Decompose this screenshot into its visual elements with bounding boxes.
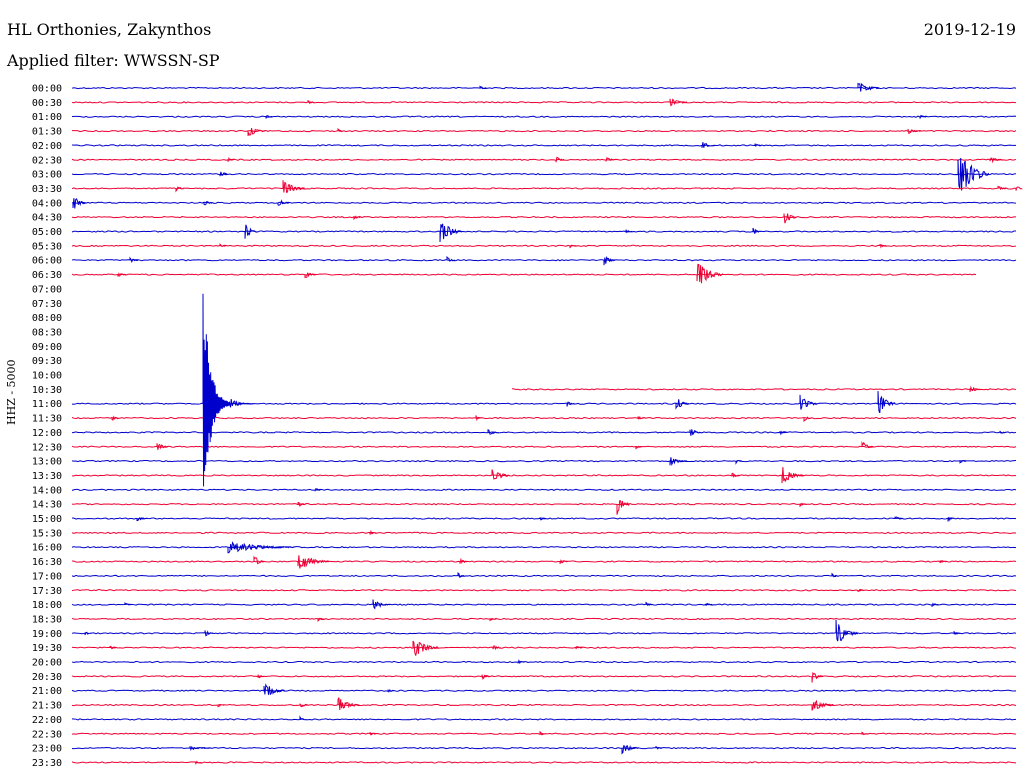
time-label: 00:00 [32,84,62,95]
trace-line [71,572,1017,578]
time-label: 07:00 [32,284,62,295]
time-label: 04:30 [32,213,62,224]
trace-line [71,213,1017,224]
trace-line [71,599,1017,610]
trace-line [71,516,1017,522]
time-label: 05:30 [32,241,62,252]
time-label: 01:30 [32,127,62,138]
time-label: 13:30 [32,471,62,482]
time-label: 15:00 [32,514,62,525]
trace-line [71,640,1017,656]
time-label: 02:00 [32,141,62,152]
time-label: 23:00 [32,744,62,755]
time-label: 02:30 [32,155,62,166]
trace-line [71,659,1017,665]
trace-line [71,429,1017,436]
trace-line [71,391,1017,414]
trace-line [71,142,1017,148]
trace-line [71,617,1017,622]
trace-line [71,589,1017,592]
time-label: 14:00 [32,485,62,496]
trace-line [71,500,1017,515]
trace-line [71,488,1017,492]
trace-line [71,82,1017,92]
time-label: 05:00 [32,227,62,238]
time-label: 19:00 [32,629,62,640]
time-label: 09:00 [32,342,62,353]
trace-line [71,441,1017,450]
trace-line [71,223,1017,243]
trace-line [71,158,1017,191]
filter-label: Applied filter: WWSSN-SP [7,51,220,70]
time-label: 08:30 [32,327,62,338]
station-title: HL Orthonies, Zakynthos [7,20,212,39]
trace-line [71,263,977,284]
date-label: 2019-12-19 [923,20,1016,39]
time-label: 18:30 [32,614,62,625]
time-label: 17:30 [32,586,62,597]
time-label: 14:30 [32,500,62,511]
trace-line [71,529,1017,535]
trace-line [71,243,1017,249]
trace-line [71,541,1017,554]
trace-line [71,697,1017,711]
time-label: 22:00 [32,715,62,726]
time-label: 10:30 [32,385,62,396]
trace-line [71,683,1017,696]
time-label: 03:30 [32,184,62,195]
trace-line [511,385,1017,393]
time-label: 16:00 [32,543,62,554]
trace-line [71,114,1017,119]
trace-line [71,619,1017,642]
trace-line [71,127,1017,136]
trace-line [71,730,1017,736]
time-label: 10:00 [32,371,62,382]
time-label: 19:30 [32,643,62,654]
time-label: 18:00 [32,600,62,611]
time-label: 20:30 [32,672,62,683]
main-earthquake-trace [202,293,254,487]
time-label: 22:30 [32,729,62,740]
time-label: 03:00 [32,170,62,181]
time-label: 06:30 [32,270,62,281]
trace-line [71,555,1017,569]
trace-line [71,255,1017,266]
time-label: 21:30 [32,701,62,712]
time-label: 20:00 [32,658,62,669]
trace-line [71,744,1017,755]
trace-line [71,415,1017,423]
time-label: 16:30 [32,557,62,568]
time-label: 11:00 [32,399,62,410]
trace-line [71,760,1017,765]
time-label: 13:00 [32,457,62,468]
trace-line [71,198,1017,209]
trace-line [71,457,1017,466]
trace-line [71,98,1017,107]
time-label: 12:30 [32,442,62,453]
time-label: 01:00 [32,112,62,123]
trace-line [71,715,1017,721]
trace-line [71,156,1017,164]
time-label: 08:00 [32,313,62,324]
trace-line [71,180,1023,193]
time-label: 09:30 [32,356,62,367]
time-label: 17:00 [32,571,62,582]
time-label: 12:00 [32,428,62,439]
time-label: 07:30 [32,299,62,310]
time-label: 06:00 [32,256,62,267]
trace-line [71,671,1017,683]
time-label: 04:00 [32,198,62,209]
time-label: 15:30 [32,528,62,539]
time-label: 21:00 [32,686,62,697]
time-label: 11:30 [32,414,62,425]
time-label: 23:30 [32,758,62,769]
time-label: 00:30 [32,98,62,109]
trace-line [71,467,1017,484]
